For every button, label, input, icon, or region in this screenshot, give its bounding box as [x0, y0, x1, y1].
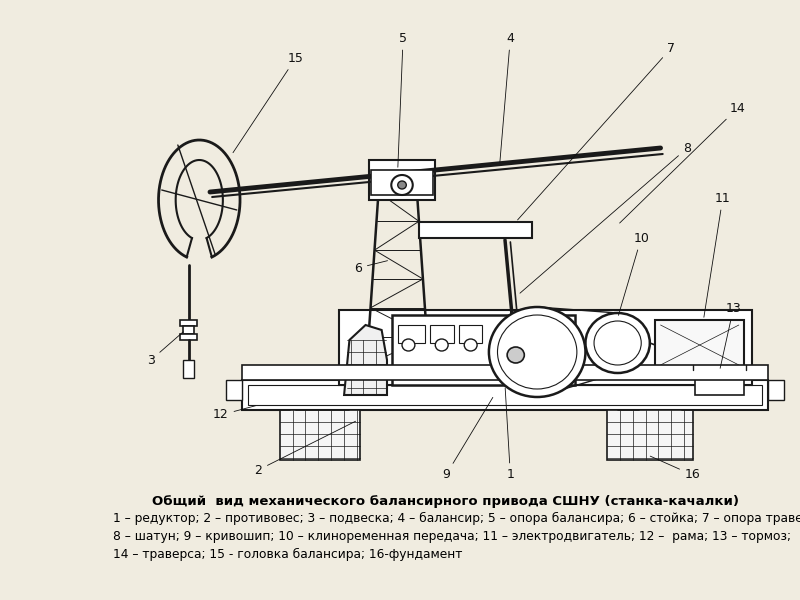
- Text: 12: 12: [213, 406, 255, 421]
- Circle shape: [402, 339, 415, 351]
- Bar: [371, 170, 433, 195]
- Bar: [768, 380, 784, 400]
- Bar: [180, 334, 197, 340]
- Text: 16: 16: [650, 456, 701, 481]
- Circle shape: [464, 339, 477, 351]
- Circle shape: [498, 315, 577, 389]
- Bar: [242, 365, 768, 380]
- Bar: [338, 310, 752, 385]
- Bar: [392, 315, 574, 385]
- Bar: [695, 370, 744, 395]
- Circle shape: [398, 181, 406, 189]
- Circle shape: [507, 347, 524, 363]
- Bar: [369, 160, 435, 200]
- Text: 10: 10: [618, 232, 649, 316]
- Bar: [226, 380, 242, 400]
- Text: 9: 9: [442, 397, 493, 481]
- Circle shape: [391, 175, 413, 195]
- Circle shape: [586, 313, 650, 373]
- Bar: [430, 325, 454, 343]
- Bar: [398, 325, 425, 343]
- Bar: [419, 222, 532, 238]
- Circle shape: [435, 339, 448, 351]
- Text: 5: 5: [398, 31, 407, 167]
- Text: 4: 4: [500, 31, 514, 162]
- Text: 13: 13: [720, 301, 742, 368]
- Text: 3: 3: [147, 332, 183, 367]
- Bar: [242, 380, 768, 410]
- Text: 14 – траверса; 15 - головка балансира; 16-фундамент: 14 – траверса; 15 - головка балансира; 1…: [114, 548, 463, 561]
- Text: 8: 8: [520, 142, 691, 293]
- Bar: [180, 320, 197, 326]
- Text: 6: 6: [354, 260, 387, 275]
- Text: 2: 2: [254, 421, 355, 476]
- Text: 7: 7: [518, 41, 675, 220]
- Bar: [459, 325, 482, 343]
- Bar: [183, 360, 194, 378]
- Circle shape: [594, 321, 642, 365]
- Text: 14: 14: [620, 101, 746, 223]
- Text: Общий  вид механического балансирного привода СШНУ (станка-качалки): Общий вид механического балансирного при…: [153, 495, 739, 508]
- Bar: [374, 170, 432, 178]
- Bar: [607, 410, 693, 460]
- Text: 8 – шатун; 9 – кривошип; 10 – клиноременная передача; 11 – электродвигатель; 12 : 8 – шатун; 9 – кривошип; 10 – клиноремен…: [114, 530, 791, 543]
- Bar: [247, 385, 762, 405]
- Bar: [655, 320, 744, 370]
- Circle shape: [489, 307, 586, 397]
- Bar: [280, 410, 360, 460]
- Text: 1 – редуктор; 2 – противовес; 3 – подвеска; 4 – балансир; 5 – опора балансира; 6: 1 – редуктор; 2 – противовес; 3 – подвес…: [114, 512, 800, 525]
- Circle shape: [609, 335, 626, 351]
- Polygon shape: [344, 325, 387, 395]
- Bar: [183, 326, 194, 334]
- Text: 11: 11: [704, 191, 730, 317]
- Circle shape: [530, 346, 544, 358]
- Text: 15: 15: [233, 52, 304, 152]
- Text: 1: 1: [505, 388, 514, 481]
